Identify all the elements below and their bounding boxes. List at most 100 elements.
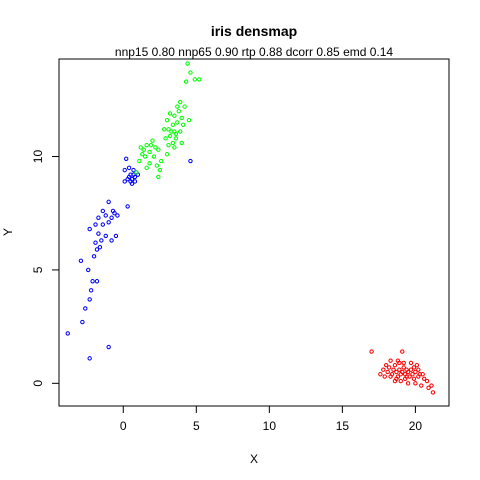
data-point — [175, 120, 180, 125]
data-point — [159, 158, 164, 164]
data-point — [129, 177, 135, 182]
data-point — [151, 154, 157, 159]
data-point — [131, 167, 136, 173]
data-point — [413, 369, 418, 375]
data-point — [388, 358, 393, 363]
x-tick-label: 20 — [409, 419, 423, 433]
data-point — [166, 142, 171, 148]
data-point — [186, 118, 192, 123]
data-point — [164, 118, 170, 123]
data-point — [109, 238, 114, 243]
data-point — [125, 177, 130, 182]
data-point — [188, 158, 193, 164]
data-point — [147, 149, 152, 155]
data-point — [87, 297, 92, 302]
data-point — [65, 331, 70, 336]
y-axis: 0 5 10 — [31, 150, 60, 387]
data-point — [115, 213, 120, 218]
data-point — [103, 233, 108, 239]
data-point — [176, 108, 181, 114]
data-point — [78, 258, 84, 264]
data-point — [91, 254, 97, 259]
y-tick-label: 0 — [31, 380, 45, 387]
data-point — [140, 152, 145, 157]
data-point — [94, 247, 100, 252]
data-point — [430, 390, 436, 395]
data-point — [411, 365, 417, 370]
data-point — [172, 145, 177, 150]
data-point — [154, 163, 160, 168]
data-point — [109, 215, 114, 220]
data-point — [167, 133, 173, 139]
data-point — [426, 385, 431, 391]
data-point — [192, 77, 198, 82]
data-point — [386, 365, 392, 370]
data-point — [87, 226, 92, 232]
data-point — [83, 306, 88, 311]
data-point — [383, 362, 389, 368]
data-point — [411, 376, 417, 381]
data-point — [157, 167, 162, 173]
data-point — [408, 360, 414, 366]
data-point — [388, 374, 393, 379]
data-point — [94, 279, 100, 284]
data-point — [125, 204, 130, 209]
data-point — [96, 231, 101, 236]
data-point — [391, 367, 396, 372]
data-point — [178, 99, 183, 105]
data-point — [106, 199, 111, 205]
data-point — [392, 362, 398, 368]
data-point — [153, 145, 158, 150]
data-point — [400, 369, 405, 375]
data-points — [65, 61, 436, 395]
data-point — [182, 104, 187, 109]
data-point — [378, 372, 383, 377]
data-point — [164, 152, 170, 157]
x-tick-label: 5 — [193, 419, 200, 433]
data-point — [156, 147, 161, 152]
data-point — [90, 279, 95, 284]
data-point — [394, 376, 399, 381]
data-point — [100, 222, 106, 227]
data-point — [97, 245, 103, 250]
data-point — [424, 378, 430, 384]
data-point — [134, 170, 139, 175]
data-point — [147, 161, 152, 166]
data-point — [126, 165, 132, 171]
data-point — [382, 374, 387, 379]
data-point — [421, 376, 427, 381]
data-point — [188, 70, 193, 75]
data-point — [402, 376, 408, 381]
data-point — [369, 349, 374, 354]
data-point — [405, 369, 411, 375]
data-point — [93, 240, 98, 245]
y-tick-label: 5 — [31, 266, 45, 273]
data-point — [110, 208, 116, 214]
data-point — [144, 165, 149, 171]
data-point — [141, 147, 146, 152]
data-point — [132, 179, 138, 184]
data-point — [132, 174, 138, 180]
data-point — [87, 356, 92, 361]
x-tick-label: 10 — [263, 419, 277, 433]
data-point — [86, 267, 91, 273]
y-tick-label: 10 — [31, 150, 45, 164]
data-point — [408, 367, 414, 372]
data-point — [175, 104, 180, 109]
data-point — [397, 360, 402, 366]
chart-title: iris densmap — [211, 23, 297, 39]
data-point — [410, 372, 415, 377]
data-point — [414, 362, 420, 368]
data-point — [99, 238, 104, 243]
data-point — [401, 360, 406, 366]
data-point — [106, 220, 111, 225]
data-point — [179, 115, 184, 121]
data-point — [137, 158, 142, 164]
data-point — [161, 127, 167, 132]
data-point — [416, 367, 421, 372]
data-point — [405, 381, 411, 386]
data-point — [179, 140, 184, 146]
data-point — [142, 154, 148, 159]
